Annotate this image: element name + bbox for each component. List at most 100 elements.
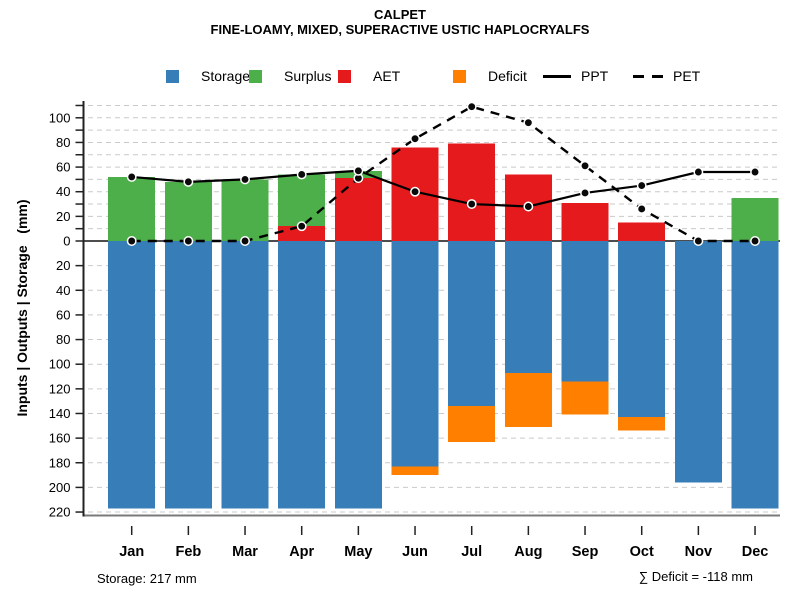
legend-label: AET	[373, 68, 401, 84]
storage-bar	[108, 241, 156, 509]
storage-bar	[164, 241, 212, 509]
aet-bar	[618, 222, 666, 241]
ppt-line	[131, 169, 756, 208]
deficit-bar	[504, 372, 552, 428]
month-label: Aug	[514, 544, 542, 560]
storage-bar	[674, 241, 722, 483]
surplus-bar	[278, 174, 326, 227]
surplus-bar	[108, 176, 156, 241]
month-label: Feb	[175, 544, 201, 560]
dashed-line-icon	[633, 74, 663, 78]
solid-line-icon	[543, 74, 571, 78]
ppt-point	[353, 165, 364, 176]
storage-bar	[221, 241, 269, 509]
legend-label: PET	[673, 68, 701, 84]
deficit-bar	[618, 417, 666, 431]
surplus-bar	[731, 197, 779, 241]
month-label: Nov	[685, 544, 712, 560]
storage-bar	[731, 241, 779, 509]
legend-item-surplus: Surplus	[249, 63, 331, 89]
pet-point	[240, 236, 250, 246]
ppt-point	[126, 171, 137, 182]
aet-bar	[334, 178, 382, 241]
month-label: Jan	[119, 544, 144, 560]
storage-bar	[334, 241, 382, 509]
y-tick-label: 60	[56, 307, 70, 322]
y-tick-label: 40	[56, 283, 70, 298]
y-tick-label: 100	[49, 110, 71, 125]
y-tick-label: 160	[49, 431, 71, 446]
pet-point	[126, 236, 137, 246]
ppt-point	[466, 199, 477, 209]
storage-bar	[618, 241, 666, 418]
pet-point	[523, 117, 534, 128]
chart-subtitle: FINE-LOAMY, MIXED, SUPERACTIVE USTIC HAP…	[210, 22, 590, 37]
pet-point	[410, 133, 420, 144]
storage-note: Storage: 217 mm	[97, 571, 197, 586]
ppt-point	[693, 167, 704, 177]
pet-point	[693, 236, 704, 246]
y-tick-label: 120	[49, 381, 71, 396]
storage-bar	[561, 241, 609, 382]
pet-point	[750, 236, 760, 246]
storage-bar	[504, 241, 552, 373]
y-tick-label: 180	[49, 455, 71, 470]
surplus-bar	[221, 179, 269, 241]
pet-point	[636, 204, 647, 214]
ppt-point	[410, 186, 420, 197]
pet-point	[296, 221, 307, 232]
month-label: Oct	[630, 544, 654, 560]
deficit-sum-note: ∑ Deficit = -118 mm	[638, 569, 753, 584]
legend-item-aet: AET	[338, 63, 400, 89]
y-tick-label: 80	[56, 332, 70, 347]
storage-bar	[278, 241, 326, 509]
deficit-bar	[448, 406, 496, 442]
y-tick-label: 200	[49, 480, 71, 495]
ppt-point	[240, 174, 250, 185]
month-label: Jun	[402, 544, 428, 560]
pet-point	[580, 160, 590, 171]
legend-item-storage: Storage	[166, 63, 250, 89]
month-label: Mar	[232, 544, 258, 560]
y-tick-label: 80	[56, 135, 70, 150]
legend: Storage Surplus AET Deficit PPT PET	[0, 63, 800, 89]
y-tick-label: 220	[49, 505, 71, 520]
aet-bar	[561, 202, 609, 241]
ppt-point	[580, 188, 590, 198]
y-tick-label: 20	[56, 209, 70, 224]
aet-bar	[278, 226, 326, 241]
legend-label: Storage	[201, 68, 251, 84]
legend-label: Deficit	[488, 68, 527, 84]
legend-item-deficit: Deficit	[453, 63, 527, 89]
y-tick-label: 100	[49, 357, 71, 372]
pet-line	[131, 105, 756, 243]
storage-swatch-icon	[166, 69, 179, 83]
y-tick-label: 140	[49, 406, 71, 421]
surplus-swatch-icon	[249, 69, 262, 83]
legend-label: Surplus	[284, 68, 332, 84]
deficit-bar	[391, 466, 439, 476]
ppt-point	[750, 167, 760, 177]
pet-point	[466, 101, 477, 112]
y-tick-label: 40	[56, 184, 70, 199]
pet-point	[183, 236, 194, 246]
chart-title: CALPET	[374, 7, 426, 22]
month-label: Apr	[289, 544, 314, 560]
month-label: May	[344, 544, 372, 560]
aet-bar	[448, 143, 496, 241]
ppt-point	[636, 180, 647, 191]
surplus-bar	[164, 181, 212, 241]
ppt-point	[183, 176, 194, 187]
legend-label: PPT	[581, 68, 609, 84]
aet-swatch-icon	[338, 69, 351, 83]
storage-bar	[391, 241, 439, 467]
month-label: Sep	[572, 544, 599, 560]
deficit-swatch-icon	[453, 69, 466, 83]
month-label: Jul	[461, 544, 482, 560]
y-tick-label: 0	[63, 234, 70, 249]
month-label: Dec	[742, 544, 769, 560]
storage-bar	[448, 241, 496, 407]
ppt-point	[523, 201, 534, 212]
ppt-point	[296, 169, 307, 180]
